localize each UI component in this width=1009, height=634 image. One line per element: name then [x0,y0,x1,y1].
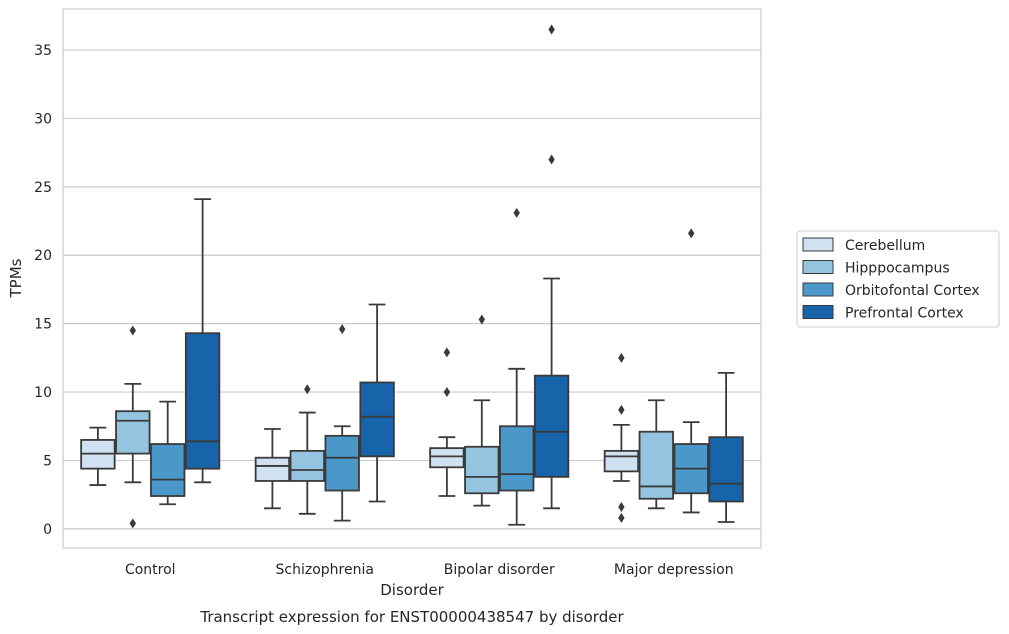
y-tick-label: 10 [34,385,52,401]
x-tick-label: Bipolar disorder [444,562,555,578]
box-orbitofontal-cortex [673,228,709,514]
box-cerebellum [603,352,640,523]
outlier-point [618,512,625,523]
y-tick-label: 35 [34,43,52,59]
legend-swatch [802,237,834,252]
box-hipppocampus [464,314,500,507]
legend-label: Prefrontal Cortex [845,306,964,322]
legend-label: Cerebellum [845,238,925,254]
x-tick-label: Major depression [614,562,734,578]
box-iqr [184,332,221,470]
box-hipppocampus [638,399,674,510]
legend-label: Orbitofontal Cortex [845,283,980,299]
box-iqr [254,456,291,482]
y-axis-label: TPMs [7,258,25,298]
axes-frame [62,8,762,549]
box-iqr [603,449,640,473]
box-orbitofontal-cortex [324,324,360,522]
x-tick-label: Control [125,562,176,578]
box-cerebellum [254,428,291,510]
outlier-point [443,387,451,398]
box-iqr [289,449,325,482]
box-iqr [638,430,674,500]
chart-caption: Transcript expression for ENST0000043854… [199,608,624,626]
outlier-point [129,518,136,529]
y-tick-label: 0 [43,522,52,538]
box-iqr [150,443,186,497]
box-iqr [464,445,500,495]
box-iqr [324,434,360,492]
outlier-point [548,154,555,165]
box-prefrontal-cortex [708,371,744,523]
legend-swatch [802,282,834,297]
box-prefrontal-cortex [533,24,570,510]
outlier-point [688,228,695,239]
box-orbitofontal-cortex [150,400,186,506]
box-cerebellum [429,347,465,497]
outlier-point [618,404,625,415]
box-iqr [115,410,151,455]
outlier-point [304,384,311,395]
legend-frame [796,230,1000,328]
box-iqr [533,374,570,478]
box-prefrontal-cortex [359,303,395,503]
outlier-point [513,207,520,218]
y-tick-label: 15 [34,317,52,333]
outlier-point [443,347,451,358]
box-hipppocampus [289,384,325,515]
box-iqr [499,425,535,492]
box-iqr [429,447,465,469]
outlier-point [548,24,555,35]
outlier-point [129,325,136,336]
y-tick-label: 30 [34,111,52,127]
y-tick-label: 25 [34,180,52,196]
y-tick-labels: 0 5 10 15 20 25 30 35 [34,43,52,538]
y-tick-label: 20 [34,248,52,264]
box-hipppocampus [115,325,151,529]
x-axis-label: Disorder [380,581,444,599]
box-orbitofontal-cortex [499,207,535,526]
x-tick-labels: Control Schizophrenia Bipolar disorder Majo… [125,562,734,578]
boxes [80,24,744,529]
box-prefrontal-cortex [184,198,221,484]
y-tick-label: 5 [43,453,52,469]
box-iqr [708,436,744,503]
legend-label: Hipppocampus [845,261,950,277]
x-tick-label: Schizophrenia [276,562,374,578]
legend: Cerebellum Hipppocampus Orbitofontal Corte… [796,230,1000,328]
legend-swatch [802,305,834,319]
box-iqr [359,381,395,458]
outlier-point [618,352,625,363]
legend-swatch [802,260,834,274]
box-cerebellum [80,426,116,486]
outlier-point [478,314,485,325]
outlier-point [618,501,625,512]
outlier-point [339,324,346,335]
